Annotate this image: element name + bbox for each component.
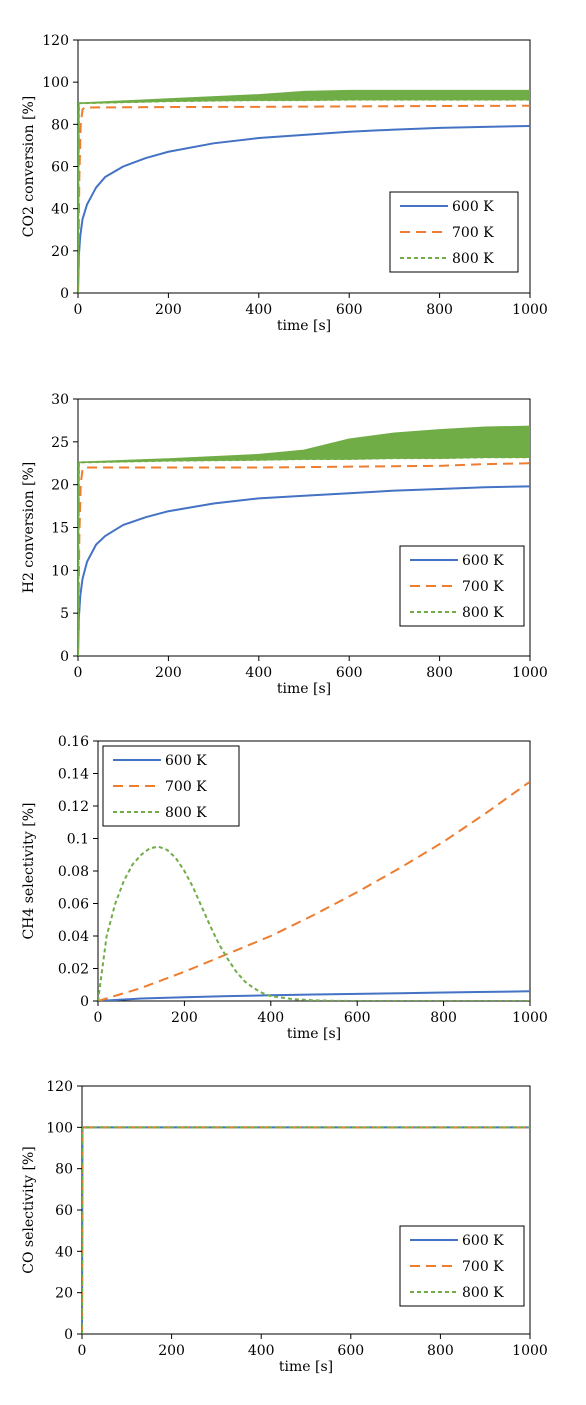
x-tick-label: 600: [344, 1010, 371, 1026]
x-tick-label: 1000: [512, 665, 548, 681]
legend: 600 K 700 K 800 K: [399, 545, 525, 627]
x-tick-label: 600: [336, 665, 363, 681]
y-tick-label: 0: [80, 994, 89, 1010]
y-tick-label: 120: [42, 33, 69, 49]
y-tick-label: 100: [42, 75, 69, 91]
y-tick-label: 5: [60, 606, 69, 622]
legend-label: 700 K: [462, 1259, 504, 1275]
y-tick-label: 0.06: [58, 897, 89, 913]
y-axis-title: CO selectivity [%]: [21, 1146, 37, 1273]
x-tick-label: 400: [248, 1343, 275, 1359]
x-tick-label: 800: [430, 1010, 457, 1026]
y-tick-label: 0.02: [58, 962, 89, 978]
x-axis-title: time [s]: [279, 1359, 333, 1375]
y-tick-label: 80: [55, 1162, 73, 1178]
series-line-700-k: [78, 104, 530, 293]
x-tick-label: 200: [155, 302, 182, 318]
x-tick-label: 0: [78, 1343, 87, 1359]
series-line-600-k: [98, 990, 530, 1001]
series-line-700-k: [78, 462, 530, 656]
x-tick-label: 400: [245, 302, 272, 318]
y-tick-label: 0: [64, 1327, 73, 1343]
legend-label: 700 K: [165, 779, 207, 795]
y-tick-label: 0.12: [58, 799, 89, 815]
series-line-600-k: [78, 125, 530, 293]
x-tick-label: 200: [158, 1343, 185, 1359]
x-tick-label: 0: [74, 665, 83, 681]
y-axis-title: CO2 conversion [%]: [21, 96, 37, 238]
legend-label: 800 K: [165, 805, 207, 821]
x-tick-label: 1000: [512, 302, 548, 318]
x-tick-label: 200: [171, 1010, 198, 1026]
x-tick-label: 800: [426, 302, 453, 318]
series-group: [78, 425, 530, 656]
x-axis-title: time [s]: [287, 1026, 341, 1042]
y-axis-title: CH4 selectivity [%]: [21, 802, 37, 939]
x-axis-title: time [s]: [277, 681, 331, 697]
y-tick-label: 60: [51, 160, 69, 176]
legend-label: 600 K: [452, 199, 494, 215]
legend-label: 800 K: [462, 1285, 504, 1301]
chart-2: 0 5 10 15 20 25 30 0 200 400 600 800 1000 time [s] H2 …: [21, 392, 548, 697]
chart-3: 0 0.02 0.04 0.06 0.08 0.1 0.12 0.14 0.16 0 200 400 6…: [21, 734, 548, 1042]
y-tick-label: 20: [51, 244, 69, 260]
y-axis-title: H2 conversion [%]: [21, 462, 37, 594]
y-tick-label: 0.08: [58, 864, 89, 880]
y-tick-label: 80: [51, 117, 69, 133]
chart-4: 0 20 40 60 80 100 120 0 200 400 600 800 1000 time [s]…: [21, 1079, 548, 1375]
legend: 600 K 700 K 800 K: [399, 1225, 525, 1307]
series-line-800-k: [78, 456, 530, 656]
y-tick-label: 40: [51, 202, 69, 218]
y-tick-label: 100: [46, 1120, 73, 1136]
x-tick-label: 600: [337, 1343, 364, 1359]
chart-1: 0 20 40 60 80 100 120 0 200 400 600 800 1000 time [s]…: [21, 33, 548, 334]
y-tick-label: 0.16: [58, 734, 89, 750]
series-line-600-k: [78, 485, 530, 656]
x-tick-label: 600: [336, 302, 363, 318]
x-tick-label: 400: [245, 665, 272, 681]
series-line-700-k: [98, 780, 530, 1001]
y-tick-label: 20: [51, 478, 69, 494]
y-tick-label: 30: [51, 392, 69, 408]
x-tick-label: 400: [257, 1010, 284, 1026]
y-tick-label: 0: [60, 649, 69, 665]
series-line-800-k: [98, 845, 530, 1001]
legend: 600 K 700 K 800 K: [389, 191, 519, 273]
series-group: [78, 89, 530, 293]
legend-label: 800 K: [462, 605, 504, 621]
legend: 600 K 700 K 800 K: [102, 745, 240, 827]
y-tick-label: 0: [60, 286, 69, 302]
y-tick-label: 120: [46, 1079, 73, 1095]
x-tick-label: 800: [426, 665, 453, 681]
series-line-800-k: [82, 1126, 530, 1334]
y-tick-label: 40: [55, 1244, 73, 1260]
y-tick-label: 60: [55, 1203, 73, 1219]
y-tick-label: 20: [55, 1286, 73, 1302]
x-tick-label: 200: [155, 665, 182, 681]
y-tick-label: 15: [51, 521, 69, 537]
x-tick-label: 1000: [512, 1010, 548, 1026]
legend-label: 700 K: [462, 579, 504, 595]
x-tick-label: 0: [74, 302, 83, 318]
y-tick-label: 0.1: [67, 832, 89, 848]
series-group: [98, 780, 530, 1001]
legend-label: 600 K: [462, 553, 504, 569]
y-tick-label: 25: [51, 435, 69, 451]
series-group: [82, 1126, 530, 1334]
legend-label: 700 K: [452, 225, 494, 241]
legend-label: 600 K: [165, 753, 207, 769]
y-tick-label: 10: [51, 563, 69, 579]
x-tick-label: 800: [427, 1343, 454, 1359]
x-axis-title: time [s]: [277, 318, 331, 334]
legend-label: 800 K: [452, 251, 494, 267]
y-tick-label: 0.04: [58, 929, 89, 945]
y-tick-label: 0.14: [58, 767, 89, 783]
series-line-800-k: [78, 98, 530, 293]
legend-label: 600 K: [462, 1233, 504, 1249]
x-tick-label: 0: [94, 1010, 103, 1026]
x-tick-label: 1000: [512, 1343, 548, 1359]
